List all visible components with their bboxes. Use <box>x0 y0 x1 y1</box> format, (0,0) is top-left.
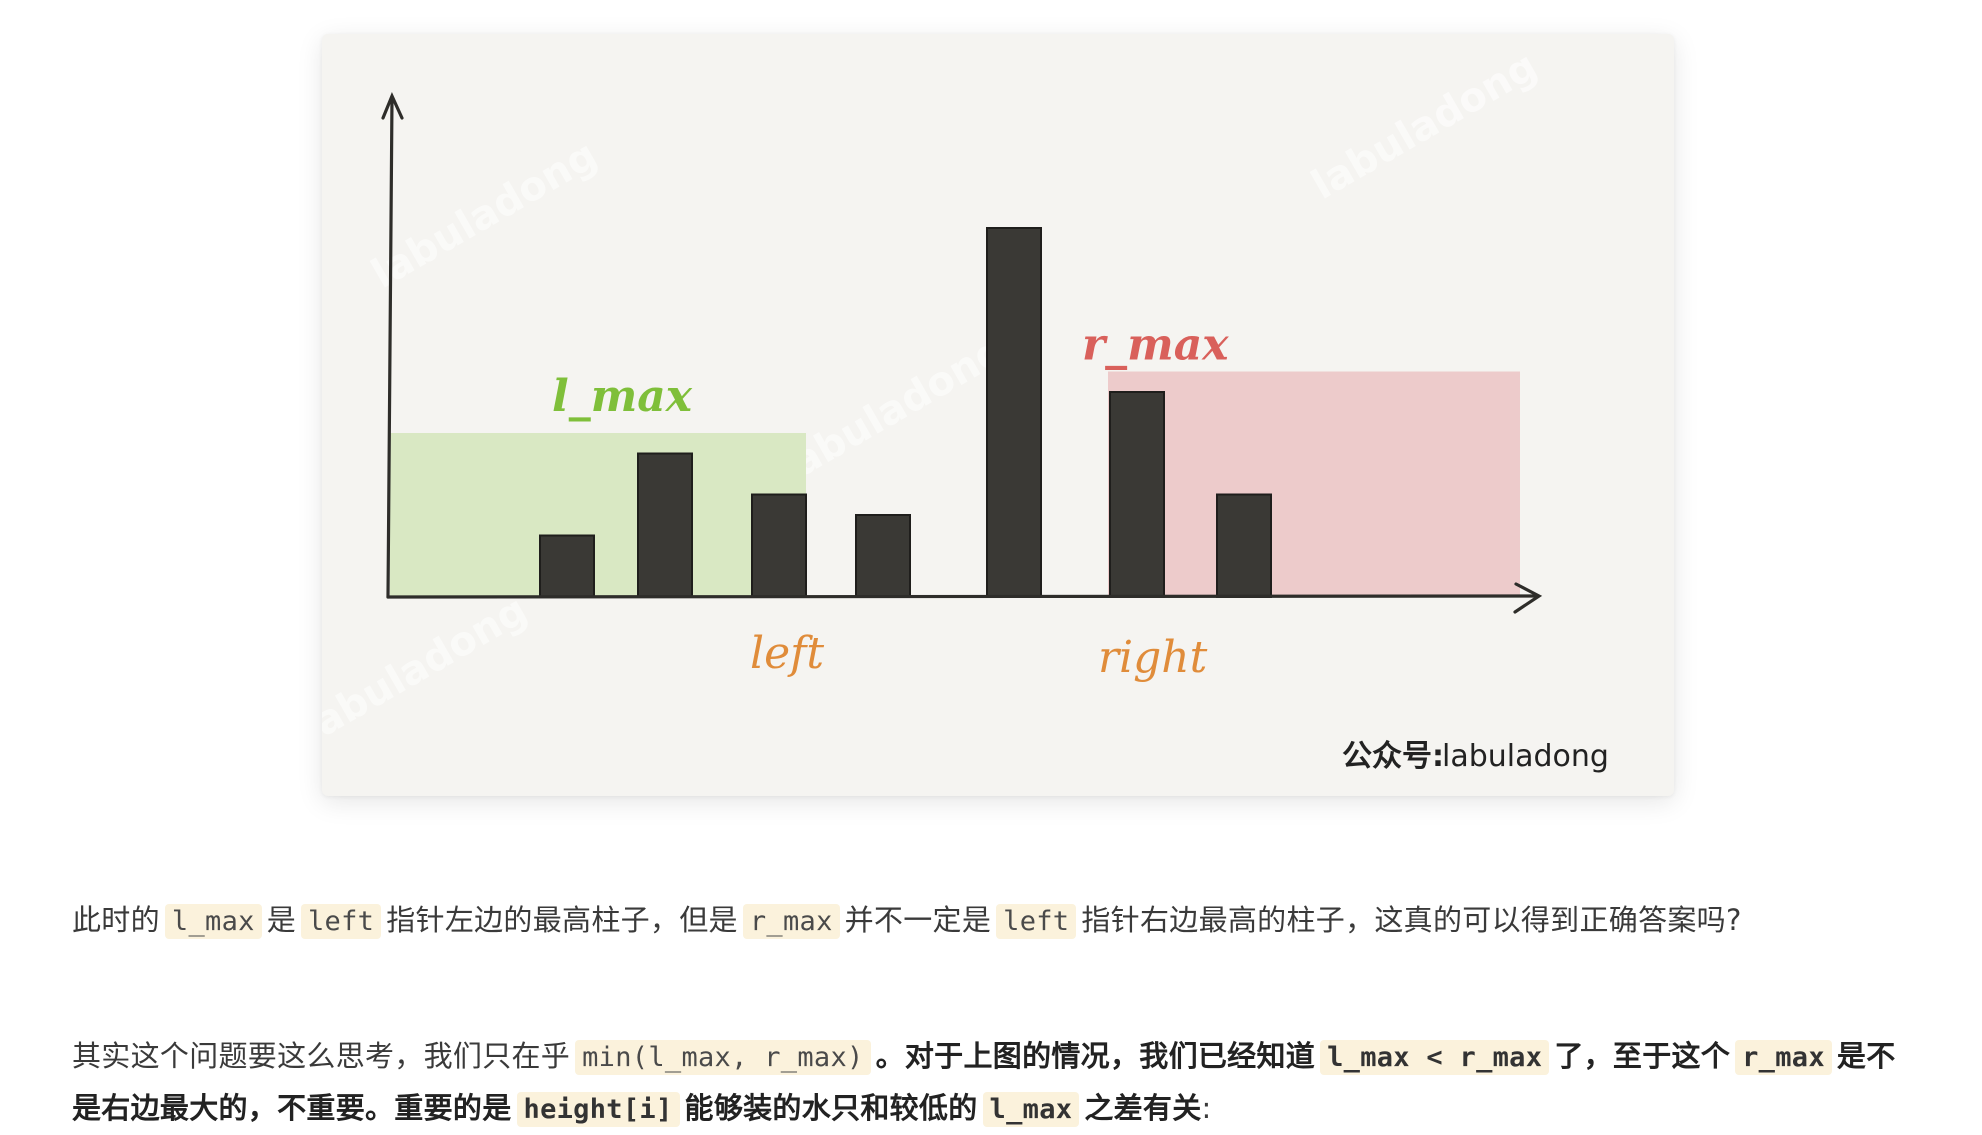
p2-code-compare: l_max < r_max <box>1320 1040 1550 1075</box>
bar <box>751 493 807 598</box>
paragraph-1: 此时的 l_max 是 left 指针左边的最高柱子，但是 r_max 并不一定是 left 指… <box>72 895 1910 947</box>
watermark-text: labuladong <box>1304 43 1545 209</box>
p1-code-left-2: left <box>996 904 1077 939</box>
p1-code-l-max: l_max <box>164 904 262 939</box>
l-max-label: l_max <box>552 371 693 422</box>
p2-text-1: 其实这个问题要这么思考，我们只在乎 <box>72 1039 571 1073</box>
p1-code-r-max: r_max <box>742 904 840 939</box>
p1-text-2: 是 <box>266 903 296 937</box>
p2-bold-2: 了，至于这个 <box>1554 1039 1731 1073</box>
p1-text-1: 此时的 <box>72 903 160 937</box>
p2-code-l-max: l_max <box>982 1092 1080 1127</box>
bars-group <box>539 227 1272 598</box>
paragraph-2: 其实这个问题要这么思考，我们只在乎 min(l_max, r_max) 。对于上图的… <box>72 1031 1910 1135</box>
bar <box>855 514 911 598</box>
bar <box>539 534 595 598</box>
bar <box>1109 391 1165 598</box>
p1-text-5: 指针右边最高的柱子，这真的可以得到正确答案吗? <box>1081 903 1742 937</box>
p2-bold-1: 。对于上图的情况，我们已经知道 <box>875 1039 1316 1073</box>
left-pointer-label: left <box>750 628 824 679</box>
p2-bold-4: 能够装的水只和较低的 <box>684 1091 978 1125</box>
y-axis-arrow <box>381 91 404 120</box>
bar <box>637 452 693 598</box>
bar <box>986 227 1042 598</box>
p1-text-4: 并不一定是 <box>844 903 992 937</box>
p1-code-left: left <box>301 904 382 939</box>
credit-prefix: 公众号: <box>1342 739 1444 774</box>
l-max-region <box>390 433 806 597</box>
credit-name: labuladong <box>1442 739 1609 774</box>
p1-text-3: 指针左边的最高柱子，但是 <box>386 903 738 937</box>
x-axis <box>386 594 1539 599</box>
figure-card: labuladong labuladong labuladong labuladong… <box>322 34 1674 796</box>
watermark-text: labuladong <box>364 132 605 298</box>
p2-text-2: : <box>1201 1091 1212 1125</box>
r-max-label: r_max <box>1082 320 1229 371</box>
x-axis-arrow <box>1513 582 1543 614</box>
bar-chart-figure: labuladong labuladong labuladong labuladong… <box>322 43 1609 774</box>
right-pointer-label: right <box>1098 632 1208 683</box>
p2-code-height: height[i] <box>516 1092 680 1127</box>
watermark-text: labuladong <box>772 327 1013 493</box>
r-max-region <box>1108 371 1520 597</box>
watermark-text: labuladong <box>322 587 535 753</box>
y-axis <box>386 96 394 599</box>
p2-bold-5: 之差有关 <box>1084 1091 1202 1125</box>
p2-code-r-max: r_max <box>1735 1040 1832 1075</box>
axes <box>381 91 1543 614</box>
p2-bold-3: 是不是右边最大的，不重要。重要的是 <box>72 1039 1896 1125</box>
bar <box>1216 493 1272 598</box>
p2-code-min: min(l_max, r_max) <box>575 1040 871 1075</box>
